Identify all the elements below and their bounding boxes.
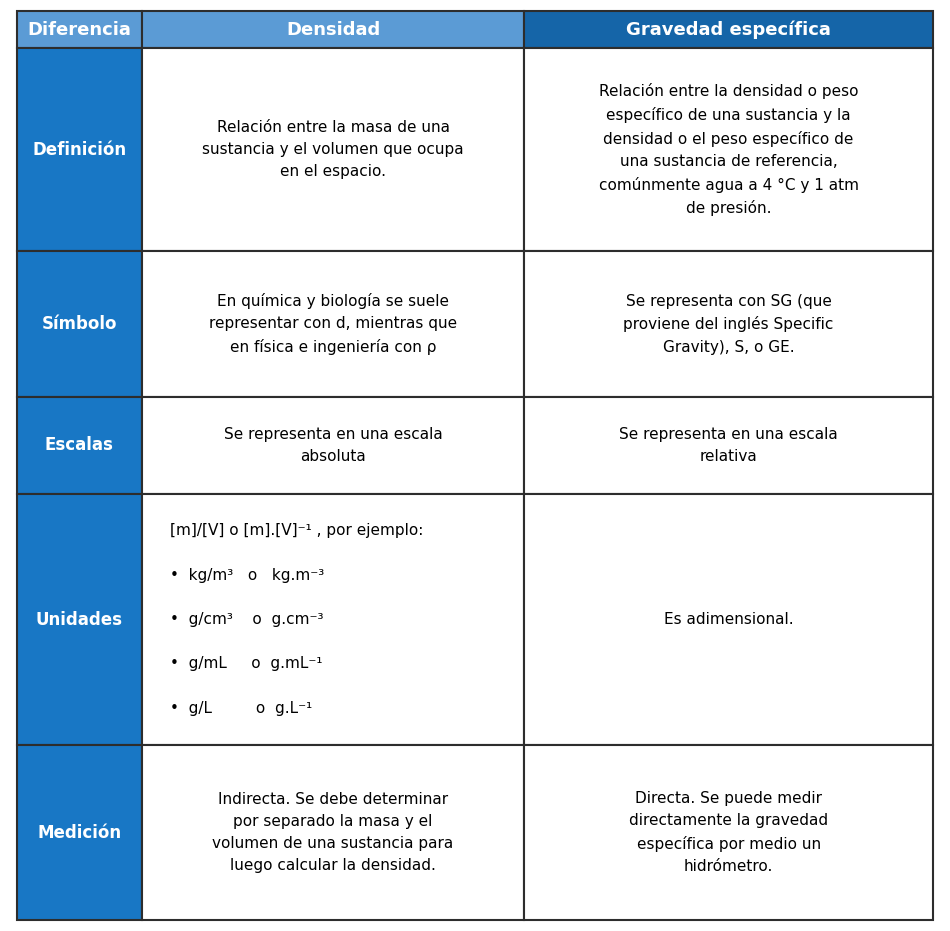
Text: Densidad: Densidad [286, 20, 380, 38]
Text: Relación entre la masa de una
sustancia y el volumen que ocupa
en el espacio.: Relación entre la masa de una sustancia … [202, 120, 464, 180]
Bar [17, 746, 142, 920]
Text: Unidades: Unidades [36, 611, 123, 628]
Bar [524, 746, 933, 920]
Bar [524, 493, 933, 746]
Text: Se representa en una escala
relativa: Se representa en una escala relativa [619, 426, 838, 464]
Text: Relación entre la densidad o peso
específico de una sustancia y la
densidad o el: Relación entre la densidad o peso especí… [598, 83, 859, 216]
Text: Indirecta. Se debe determinar
por separado la masa y el
volumen de una sustancia: Indirecta. Se debe determinar por separa… [213, 792, 454, 873]
Text: Medición: Medición [37, 824, 122, 842]
Bar [17, 48, 142, 251]
Text: Se representa con SG (que
proviene del inglés Specific
Gravity), S, o GE.: Se representa con SG (que proviene del i… [623, 293, 834, 355]
Bar [142, 48, 524, 251]
Bar [17, 397, 142, 493]
Bar [524, 48, 933, 251]
Text: Escalas: Escalas [45, 436, 114, 454]
Bar [142, 493, 524, 746]
Text: Diferencia: Diferencia [28, 20, 131, 38]
Text: Es adimensional.: Es adimensional. [664, 612, 793, 627]
Text: En química y biología se suele
representar con d, mientras que
en física e ingen: En química y biología se suele represent… [209, 293, 457, 355]
Bar [17, 251, 142, 397]
Bar [142, 251, 524, 397]
Bar [142, 11, 524, 48]
Text: Definición: Definición [32, 141, 126, 158]
Bar [524, 11, 933, 48]
Bar [142, 746, 524, 920]
Bar [17, 493, 142, 746]
Bar [524, 251, 933, 397]
Bar [142, 397, 524, 493]
Bar [524, 397, 933, 493]
Text: Símbolo: Símbolo [42, 315, 117, 333]
Text: Gravedad específica: Gravedad específica [626, 20, 831, 39]
Bar [17, 11, 142, 48]
Text: Se representa en una escala
absoluta: Se representa en una escala absoluta [223, 426, 443, 464]
Text: [m]/[V] o [m].[V]⁻¹ , por ejemplo:

•  kg/m³   o   kg.m⁻³

•  g/cm³    o  g.cm⁻³: [m]/[V] o [m].[V]⁻¹ , por ejemplo: • kg/… [170, 523, 424, 716]
Text: Directa. Se puede medir
directamente la gravedad
específica por medio un
hidróme: Directa. Se puede medir directamente la … [629, 791, 828, 874]
